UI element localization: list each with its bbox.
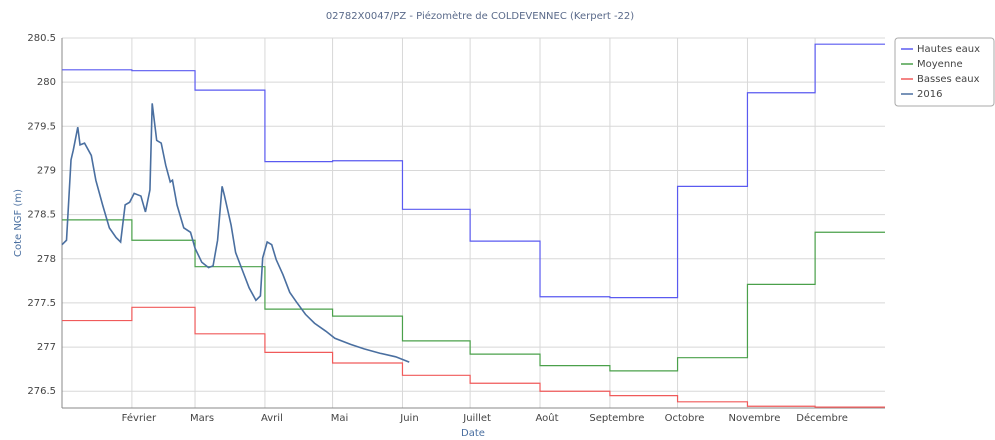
y-tick-label: 278 — [37, 254, 56, 265]
series-line — [62, 306, 885, 408]
x-tick-label: Juin — [399, 413, 418, 424]
y-tick-label: 277.5 — [27, 298, 56, 309]
y-tick-label: 277 — [37, 342, 56, 353]
x-tick-label: Septembre — [589, 413, 644, 424]
chart-title: 02782X0047/PZ - Piézomètre de COLDEVENNE… — [326, 10, 634, 22]
y-tick-label: 279.5 — [27, 121, 56, 132]
legend-label: Hautes eaux — [917, 44, 980, 55]
series-line — [62, 219, 885, 372]
legend-label: Basses eaux — [917, 74, 980, 85]
x-tick-label: Août — [535, 412, 558, 424]
y-tick-label: 280 — [37, 77, 56, 88]
x-tick-label: Avril — [261, 413, 283, 424]
x-tick-label: Juillet — [462, 413, 491, 424]
legend-label: 2016 — [917, 89, 942, 100]
legend-box — [894, 37, 995, 107]
x-tick-label: Mai — [331, 413, 349, 424]
y-tick-label: 279 — [37, 165, 56, 176]
x-tick-label: Mars — [190, 413, 214, 424]
legend-label: Moyenne — [917, 59, 963, 70]
x-tick-label: Décembre — [796, 412, 848, 424]
y-tick-label: 276.5 — [27, 386, 56, 397]
series-line — [61, 103, 410, 363]
x-tick-label: Octobre — [665, 413, 705, 424]
y-tick-label: 278.5 — [27, 210, 56, 221]
x-tick-label: Février — [122, 412, 157, 424]
x-axis-label: Date — [461, 428, 485, 439]
y-tick-label: 280.5 — [27, 33, 56, 44]
x-tick-label: Novembre — [729, 413, 781, 424]
plot-area — [62, 38, 885, 408]
y-axis-label: Cote NGF (m) — [13, 189, 24, 257]
series-line — [62, 43, 885, 299]
